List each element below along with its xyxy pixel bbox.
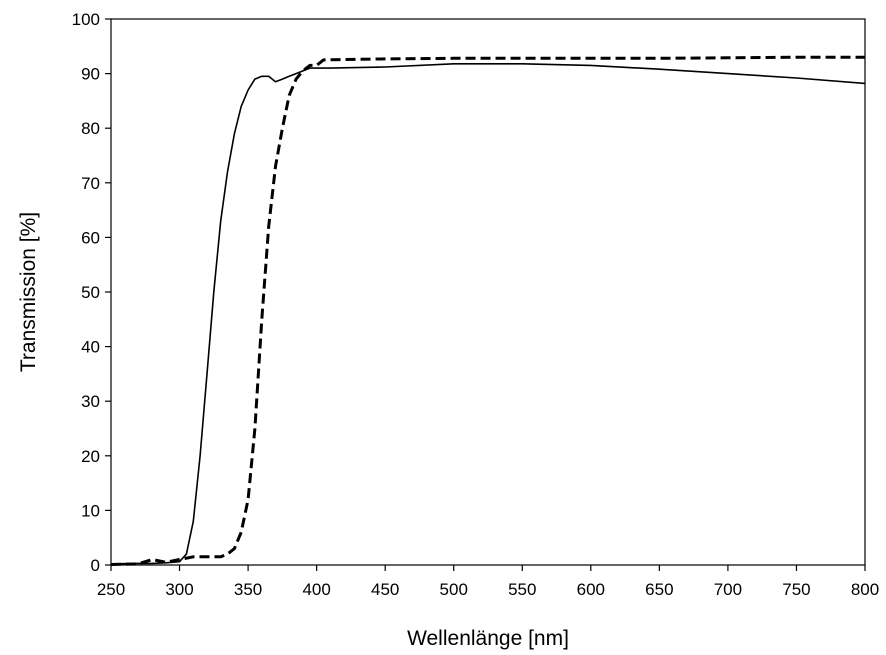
x-tick-label: 450 xyxy=(371,580,399,599)
x-tick-label: 800 xyxy=(851,580,879,599)
x-tick-label: 350 xyxy=(234,580,262,599)
x-tick-label: 700 xyxy=(714,580,742,599)
x-axis-title: Wellenlänge [nm] xyxy=(407,627,569,650)
solid-series-line xyxy=(110,62,866,565)
series-layer xyxy=(110,55,866,566)
x-tick-label: 500 xyxy=(440,580,468,599)
y-tick-label: 70 xyxy=(81,174,100,193)
plot-frame xyxy=(110,18,866,566)
y-tick-label: 30 xyxy=(81,392,100,411)
x-tick-label: 250 xyxy=(97,580,125,599)
y-tick-label: 40 xyxy=(81,338,100,357)
y-tick-label: 60 xyxy=(81,228,100,247)
x-tick-label: 300 xyxy=(165,580,193,599)
y-tick-label: 20 xyxy=(81,447,100,466)
y-tick-label: 10 xyxy=(81,501,100,520)
x-tick-label: 550 xyxy=(508,580,536,599)
y-tick-label: 80 xyxy=(81,119,100,138)
dashed-series-line xyxy=(110,55,865,566)
y-axis-title: Transmission [%] xyxy=(17,212,40,372)
y-tick-label: 50 xyxy=(81,283,100,302)
ticks-layer: 250 300 350 400 450 500 550 600 650 700 750 800 0 10 2… xyxy=(72,10,880,599)
y-tick-label: 100 xyxy=(72,10,100,29)
x-tick-label: 400 xyxy=(302,580,330,599)
x-tick-label: 650 xyxy=(645,580,673,599)
x-tick-label: 750 xyxy=(782,580,810,599)
y-tick-label: 90 xyxy=(81,65,100,84)
x-tick-label: 600 xyxy=(577,580,605,599)
y-tick-label: 0 xyxy=(91,556,100,575)
